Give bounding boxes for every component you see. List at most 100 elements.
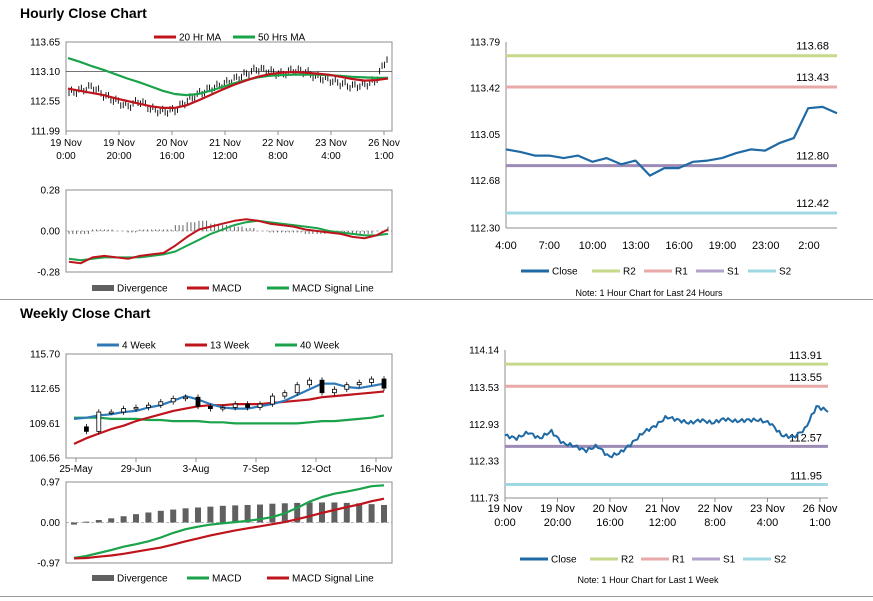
weekly-macd-signal-line: [73, 497, 385, 560]
hourly24-close-line: [505, 105, 838, 177]
hourly-legend-macd-label: MACD: [212, 284, 241, 295]
weekly1wk-legend-r2-label: R2: [621, 555, 634, 566]
weekly1wk-level-label-s1: 112.57: [789, 432, 822, 444]
hourly-price-x-tick-date: 19 Nov: [50, 138, 82, 149]
weekly-price-y-tick: 109.61: [29, 419, 60, 430]
weekly-divergence-bar: [343, 502, 350, 523]
weekly1wk-y-tick: 111.73: [470, 494, 500, 505]
hourly-macd-y-tick: -0.28: [37, 268, 60, 279]
weekly1wk-x-tick-date: 20 Nov: [593, 503, 628, 515]
hourly-price-x-tick-date: 19 Nov: [103, 138, 135, 149]
hourly-price-x-tick-date: 22 Nov: [262, 138, 294, 149]
hourly24-level-label-r2: 113.68: [796, 41, 829, 53]
weekly-legend-4wk-label: 4 Week: [122, 341, 157, 352]
weekly-candle-body: [369, 378, 375, 383]
hourly24-legend-r2-label: R2: [623, 267, 636, 278]
weekly-price-x-tick: 7-Sep: [243, 464, 270, 475]
weekly-divergence-bar: [157, 510, 164, 523]
hourly-price-x-tick-time: 16:00: [159, 151, 184, 162]
weekly-candle-body: [145, 404, 151, 408]
hourly-legend-signal-label: MACD Signal Line: [292, 284, 374, 295]
weekly1wk-x-tick-time: 4:00: [757, 517, 778, 529]
weekly-divergence-bar: [368, 504, 375, 523]
weekly1wk-legend-close-label: Close: [551, 555, 577, 566]
weekly1wk-x-tick-date: 19 Nov: [540, 503, 575, 515]
hourly24-level-label-r1: 113.43: [796, 72, 829, 84]
weekly-13wk-line: [73, 390, 385, 445]
weekly-price-x-tick: 16-Nov: [360, 464, 392, 475]
hourly-legend-50hr-label: 50 Hrs MA: [258, 33, 306, 44]
weekly-candle-body: [282, 392, 288, 397]
weekly1wk-x-tick-date: 21 Nov: [645, 503, 680, 515]
weekly-divergence-bar: [244, 504, 251, 523]
weekly1wk-x-tick-time: 12:00: [649, 517, 677, 529]
weekly-price-y-tick: 112.65: [30, 384, 60, 395]
hourly24-y-tick: 112.30: [470, 224, 500, 235]
hourly24-legend-s2-label: S2: [779, 267, 792, 278]
weekly-macd-y-tick: 0.97: [41, 478, 61, 489]
hourly-price-x-tick-time: 4:00: [321, 151, 341, 162]
hourly-price-x-tick-time: 0:00: [56, 151, 76, 162]
weekly-legend-divergence-label: Divergence: [117, 574, 168, 585]
hourly24-legend-r1-label: R1: [675, 267, 688, 278]
hourly24-level-label-s1: 112.80: [796, 151, 829, 163]
weekly1wk-level-label-s2: 111.95: [790, 470, 822, 482]
hourly24-level-label-s2: 112.42: [796, 198, 829, 210]
weekly-divergence-bar: [219, 505, 226, 523]
hourly24-y-tick: 113.42: [470, 84, 500, 95]
weekly-macd-y-tick: 0.00: [41, 518, 61, 529]
weekly-candle-body: [96, 411, 102, 432]
weekly-divergence-bar: [120, 516, 127, 523]
weekly-price-y-tick: 106.56: [29, 454, 60, 465]
weekly1wk-x-tick-time: 16:00: [596, 517, 624, 529]
hourly-price-x-tick-date: 26 Nov: [368, 138, 400, 149]
weekly-candle-body: [245, 403, 251, 408]
hourly24-y-tick: 113.05: [470, 130, 500, 141]
weekly-divergence-bar: [133, 514, 139, 523]
weekly-candle-body: [269, 395, 275, 405]
weekly-divergence-bar: [207, 506, 214, 523]
hourly-macd-y-tick: 0.28: [41, 186, 61, 197]
weekly-divergence-bar: [71, 522, 77, 525]
hourly-price-x-tick-time: 20:00: [106, 151, 131, 162]
weekly1wk-level-label-r1: 113.55: [789, 372, 822, 384]
weekly1wk-x-tick-time: 1:00: [809, 517, 830, 529]
weekly-candle-body: [356, 382, 362, 386]
hourly-price-x-tick-time: 1:00: [374, 151, 394, 162]
hourly24-x-tick: 19:00: [709, 240, 737, 252]
weekly-candle-body: [294, 384, 300, 394]
weekly-divergence-bar: [108, 518, 115, 523]
weekly-legend-signal-label: MACD Signal Line: [292, 574, 374, 585]
hourly-legend-divergence-swatch: [92, 285, 114, 291]
hourly-price-x-tick-time: 8:00: [268, 151, 288, 162]
weekly-price-x-tick: 29-Jun: [121, 464, 152, 475]
weekly-candle-body: [133, 407, 139, 410]
weekly1wk-x-tick-date: 26 Nov: [803, 503, 838, 515]
weekly-macd-line: [73, 484, 385, 560]
weekly-divergence-bar: [331, 502, 338, 523]
hourly-price-y-tick: 113.65: [30, 38, 60, 49]
weekly-macd-y-tick: -0.97: [37, 559, 60, 570]
weekly-divergence-bar: [356, 503, 363, 523]
weekly-divergence-bar: [257, 504, 263, 523]
weekly1wk-y-tick: 112.33: [469, 457, 499, 468]
hourly24-x-tick: 23:00: [752, 240, 780, 252]
weekly-price-x-tick: 25-May: [59, 464, 92, 475]
weekly-40wk-line: [74, 414, 385, 425]
weekly-candle-body: [84, 426, 89, 432]
weekly-candle-body: [183, 396, 189, 400]
weekly-candle-body: [220, 407, 226, 410]
hourly-legend-20hr-label: 20 Hr MA: [179, 33, 222, 44]
weekly-candle-body: [344, 384, 350, 390]
weekly-candle-body: [331, 388, 337, 394]
hourly24-x-tick: 13:00: [622, 240, 650, 252]
weekly1wk-level-label-r2: 113.91: [789, 350, 822, 362]
hourly-price-x-tick-date: 21 Nov: [209, 138, 241, 149]
weekly-divergence-bar: [83, 521, 90, 523]
hourly-macd-line: [68, 218, 389, 265]
weekly-divergence-bar: [294, 502, 301, 523]
weekly1wk-x-tick-date: 23 Nov: [750, 503, 785, 515]
weekly-candle-body: [170, 397, 176, 403]
weekly-price-plot-area: [65, 353, 393, 459]
hourly24-y-tick: 112.68: [470, 176, 500, 187]
